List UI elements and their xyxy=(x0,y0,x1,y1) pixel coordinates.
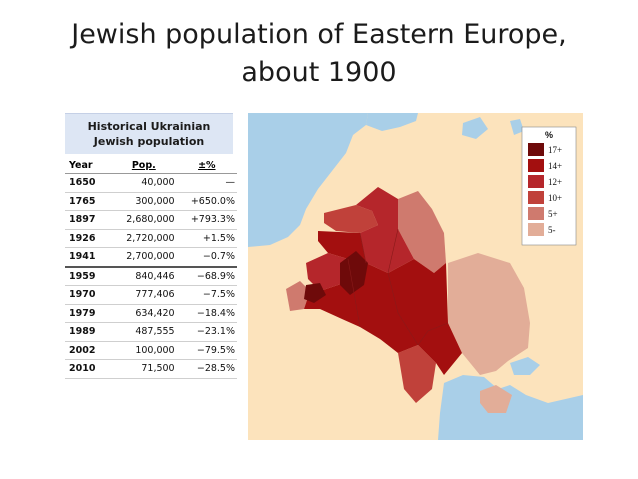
table-row: 1970 777,406 −7.5% xyxy=(65,285,237,305)
table-cell-change: +793.3% xyxy=(176,210,237,230)
table-cell-year: 1897 xyxy=(65,210,111,230)
table-header-row: Year Pop. ±% xyxy=(65,157,237,174)
legend-label: 14+ xyxy=(548,161,562,171)
table-cell-change: — xyxy=(176,173,237,193)
table-cell-pop: 2,720,000 xyxy=(111,229,177,248)
table-row: 2010 71,500 −28.5% xyxy=(65,359,237,379)
table-cell-year: 1979 xyxy=(65,304,111,323)
table-cell-pop: 40,000 xyxy=(111,173,177,193)
table-cell-year: 1959 xyxy=(65,266,111,286)
table-row: 1989 487,555 −23.1% xyxy=(65,322,237,342)
table-cell-year: 1926 xyxy=(65,229,111,248)
table-title-line-1: Historical Ukrainian xyxy=(87,120,211,133)
region-10plus-south xyxy=(398,345,436,403)
population-table-panel: Historical Ukrainian Jewish population Y… xyxy=(65,113,246,409)
map-legend: % 17+ 14+ 12+ 10+ 5+ 5- xyxy=(521,126,577,246)
table-cell-change: +1.5% xyxy=(176,229,237,248)
table-cell-year: 1941 xyxy=(65,247,111,268)
legend-swatch xyxy=(528,207,544,220)
table-cell-pop: 777,406 xyxy=(111,285,177,305)
region-12plus-poland xyxy=(306,253,348,291)
table-cell-change: −68.9% xyxy=(176,266,237,286)
table-cell-year: 1989 xyxy=(65,322,111,342)
table-row: 1897 2,680,000 +793.3% xyxy=(65,210,237,230)
col-header-change: ±% xyxy=(176,157,237,174)
table-cell-pop: 840,446 xyxy=(111,266,177,286)
region-17plus-west xyxy=(304,283,326,303)
table-cell-pop: 634,420 xyxy=(111,304,177,323)
title-line-1: Jewish population of Eastern Europe, xyxy=(71,19,567,50)
lake xyxy=(462,117,488,139)
table-body: 1650 40,000—1765 300,000 +650.0% 1897 2,680,0… xyxy=(65,173,237,379)
col-header-pop: Pop. xyxy=(111,157,177,174)
population-table: Year Pop. ±% 1650 40,000—1765 300,000 +650.… xyxy=(65,157,237,379)
lake-2 xyxy=(510,119,524,135)
legend-swatch xyxy=(528,159,544,172)
table-row: 2002 100,000 −79.5% xyxy=(65,341,237,360)
table-cell-change: +650.0% xyxy=(176,192,237,211)
legend-label: 17+ xyxy=(548,145,562,155)
table-cell-pop: 2,680,000 xyxy=(111,210,177,230)
table-row: 1765 300,000 +650.0% xyxy=(65,192,237,211)
table-cell-year: 2002 xyxy=(65,341,111,360)
table-title-line-2: Jewish population xyxy=(93,135,205,148)
table-cell-change: −7.5% xyxy=(176,285,237,305)
table-cell-pop: 300,000 xyxy=(111,192,177,211)
table-cell-change: −79.5% xyxy=(176,341,237,360)
table-cell-change: −23.1% xyxy=(176,322,237,342)
population-map: % 17+ 14+ 12+ 10+ 5+ 5- xyxy=(248,113,583,440)
legend-label: 5- xyxy=(548,225,556,235)
legend-swatch xyxy=(528,191,544,204)
table-row: 1959 840,446 −68.9% xyxy=(65,266,237,286)
table-row: 1979 634,420 −18.4% xyxy=(65,304,237,323)
title-line-2: about 1900 xyxy=(241,57,397,88)
legend-label: 12+ xyxy=(548,177,562,187)
region-5plus-west xyxy=(286,281,310,311)
region-5minus-crimea xyxy=(480,385,512,413)
slide-title: Jewish population of Eastern Europe, abo… xyxy=(0,16,638,92)
table-cell-change: −0.7% xyxy=(176,247,237,268)
figure: Historical Ukrainian Jewish population Y… xyxy=(52,110,586,442)
region-5plus-north xyxy=(398,191,446,273)
legend-swatch xyxy=(528,143,544,156)
table-cell-change: −18.4% xyxy=(176,304,237,323)
table-row: 1926 2,720,000 +1.5% xyxy=(65,229,237,248)
baltic-sea xyxy=(248,113,368,247)
region-10plus-lithuania xyxy=(324,205,378,233)
table-cell-pop: 487,555 xyxy=(111,322,177,342)
table-cell-year: 1970 xyxy=(65,285,111,305)
table-row: 1650 40,000— xyxy=(65,173,237,193)
legend-swatch xyxy=(528,175,544,188)
table-cell-year: 2010 xyxy=(65,359,111,379)
legend-swatch xyxy=(528,223,544,236)
table-cell-pop: 100,000 xyxy=(111,341,177,360)
black-sea xyxy=(438,375,583,440)
table-row: 1941 2,700,000 −0.7% xyxy=(65,247,237,268)
table-cell-change: −28.5% xyxy=(176,359,237,379)
sea-of-azov xyxy=(510,357,540,375)
legend-label: 5+ xyxy=(548,209,558,219)
table-cell-pop: 71,500 xyxy=(111,359,177,379)
region-17plus-core xyxy=(340,251,368,295)
table-cell-year: 1650 xyxy=(65,173,111,193)
region-5minus-east xyxy=(448,253,530,375)
col-header-year: Year xyxy=(65,157,111,174)
gulf-of-finland xyxy=(366,113,418,131)
legend-label: 10+ xyxy=(548,193,562,203)
table-title: Historical Ukrainian Jewish population xyxy=(65,113,233,154)
legend-unit: % xyxy=(545,130,553,140)
region-12plus-belarus xyxy=(356,187,414,273)
table-cell-pop: 2,700,000 xyxy=(111,247,177,268)
table-cell-year: 1765 xyxy=(65,192,111,211)
